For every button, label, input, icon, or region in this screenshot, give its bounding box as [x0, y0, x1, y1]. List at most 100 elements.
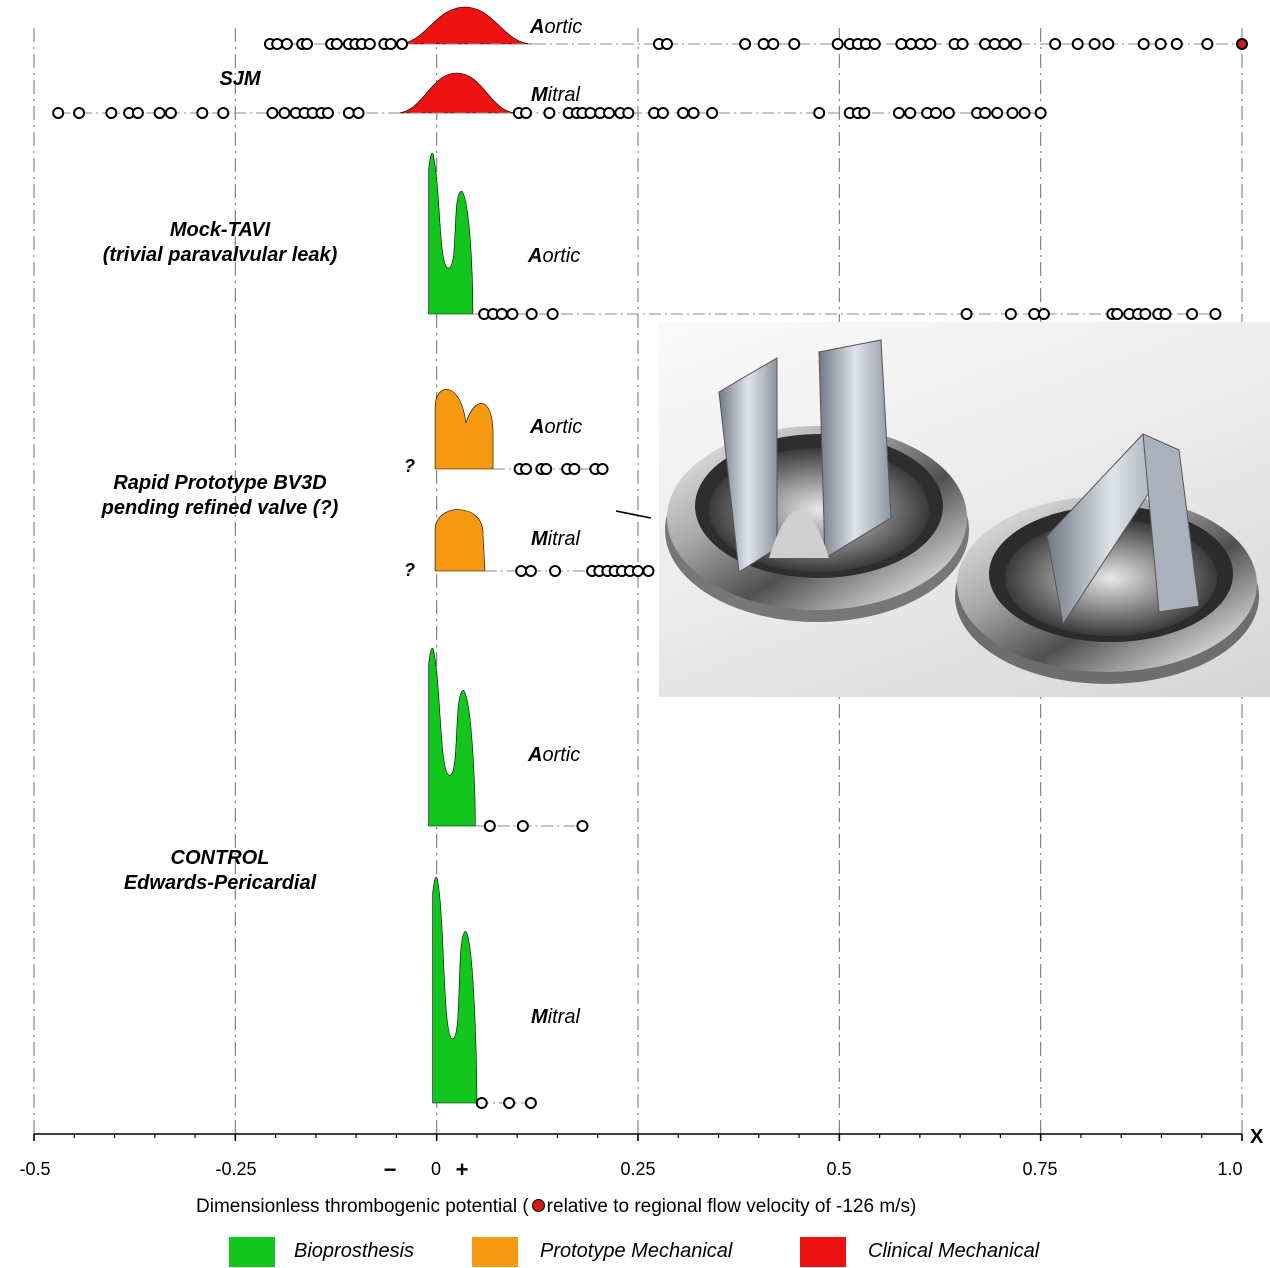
data-point: [1111, 308, 1124, 320]
x-tick-label-0.25: 0.25: [620, 1159, 656, 1179]
data-point: [540, 463, 553, 475]
data-point: [813, 107, 826, 119]
data-point: [266, 107, 279, 119]
data-point: [105, 107, 118, 119]
data-point: [868, 38, 881, 50]
group-label-mock-tavi: Mock-TAVI (trivial paravalvular leak): [102, 219, 338, 266]
data-point: [384, 38, 397, 50]
data-point: [979, 38, 992, 50]
data-point: [892, 107, 905, 119]
data-point: [520, 107, 533, 119]
data-point: [895, 38, 908, 50]
group-label-rapid-prototype: Rapid Prototype BV3D pending refined val…: [101, 472, 339, 519]
data-point: [164, 107, 177, 119]
data-point: [475, 1097, 488, 1109]
distribution-shape: [434, 389, 494, 470]
data-point: [914, 38, 927, 50]
legend-swatch-bioprosthesis: [229, 1237, 275, 1267]
data-point: [153, 107, 166, 119]
data-point: [73, 107, 86, 119]
series-label-rapid-aortic: Aortic: [530, 416, 583, 438]
x-tick-label-1.0: 1.0: [1217, 1159, 1243, 1179]
x-tick-label-0.5: 0.5: [826, 1159, 852, 1179]
data-point: [622, 107, 635, 119]
data-point: [991, 107, 1004, 119]
x-tick-label-0: 0: [430, 1159, 441, 1179]
data-point: [1159, 308, 1172, 320]
data-point: [352, 107, 365, 119]
distribution-shape: [428, 648, 476, 827]
x-tick-label-neg-0.5: -0.5: [19, 1159, 51, 1179]
legend-label-prototype-mechanical: Prototype Mechanical: [540, 1240, 733, 1262]
data-point: [706, 107, 719, 119]
data-point: [342, 107, 355, 119]
data-point: [543, 107, 556, 119]
data-point: [278, 107, 291, 119]
data-point: [483, 820, 496, 832]
data-point: [1028, 308, 1041, 320]
data-point: [1137, 38, 1150, 50]
data-point: [396, 38, 409, 50]
data-point: [858, 107, 871, 119]
data-point: [979, 107, 992, 119]
data-point: [280, 38, 293, 50]
data-point: [576, 820, 589, 832]
data-point: [596, 463, 609, 475]
data-point: [642, 565, 655, 577]
data-point: [1049, 38, 1062, 50]
data-point: [196, 107, 209, 119]
data-point: [301, 38, 314, 50]
data-point: [546, 308, 559, 320]
data-point: [1009, 38, 1022, 50]
data-point: [568, 463, 581, 475]
data-point: [1209, 308, 1222, 320]
data-point: [1037, 308, 1050, 320]
data-point: [904, 107, 917, 119]
x-tick-label-plus: +: [455, 1157, 469, 1182]
legend-swatch-prototype-mechanical: [472, 1237, 518, 1267]
series-label-sjm-aortic: Aortic: [530, 16, 583, 38]
distribution-shape: [396, 6, 534, 45]
data-point: [767, 38, 780, 50]
data-point: [330, 38, 343, 50]
data-point: [905, 38, 918, 50]
data-point: [1102, 38, 1115, 50]
data-point: [788, 38, 801, 50]
data-point: [1071, 38, 1084, 50]
data-point: [503, 1097, 516, 1109]
series-label-control-mitral: Mitral: [531, 1006, 580, 1028]
data-point: [632, 565, 644, 577]
data-point: [929, 107, 942, 119]
x-axis-letter: X: [1250, 1126, 1264, 1148]
data-point: [988, 38, 1001, 50]
x-axis: [33, 1133, 1243, 1141]
data-point: [131, 107, 144, 119]
data-point: [363, 38, 376, 50]
data-point: [516, 820, 529, 832]
data-point: [831, 38, 844, 50]
data-point: [584, 107, 597, 119]
valve-photo: [659, 322, 1270, 697]
data-point: [956, 38, 969, 50]
data-point: [603, 107, 616, 119]
group-label-sjm: SJM: [219, 68, 261, 90]
data-point: [525, 308, 538, 320]
data-point: [217, 107, 230, 119]
data-point: [998, 38, 1011, 50]
data-point: [656, 107, 669, 119]
group-label-control: CONTROL Edwards-Pericardial: [123, 847, 317, 894]
series-label-rapid-mitral: Mitral: [531, 528, 580, 550]
data-point: [321, 107, 334, 119]
data-point: [687, 107, 700, 119]
series-label-sjm-mitral: Mitral: [531, 84, 580, 106]
distribution-shape: [434, 509, 486, 572]
data-point: [960, 308, 973, 320]
data-point: [1170, 38, 1183, 50]
x-tick-label-0.75: 0.75: [1022, 1159, 1058, 1179]
data-point: [506, 308, 519, 320]
data-point: [52, 107, 65, 119]
data-point: [1088, 38, 1101, 50]
legend-swatch-clinical-mechanical: [800, 1237, 846, 1267]
highlight-point-icon: [531, 1198, 545, 1212]
